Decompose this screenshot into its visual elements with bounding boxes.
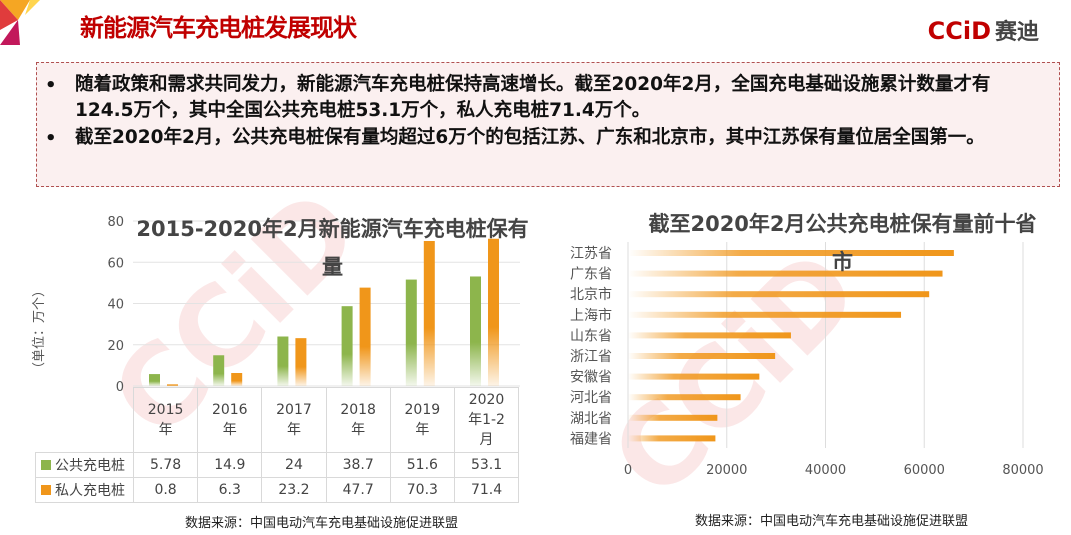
bullet-icon: • — [45, 75, 57, 96]
province-label: 浙江省 — [570, 349, 612, 365]
table-cell: 24 — [261, 452, 327, 478]
right-chart-title: 截至2020年2月公共充电桩保有量前十省市 — [648, 212, 1037, 274]
ccid-logo: CCiD 赛迪 — [928, 14, 1039, 46]
table-cell: 51.6 — [389, 452, 455, 478]
table-cell: 38.7 — [325, 452, 391, 478]
bar — [628, 414, 718, 421]
legend-label: 公共充电桩 — [55, 458, 125, 474]
bar — [628, 332, 791, 339]
province-label: 上海市 — [570, 307, 612, 324]
category-label: 2017年 — [261, 387, 327, 453]
bar — [628, 250, 954, 256]
bar-public — [341, 306, 353, 386]
table-cell: 6.3 — [197, 477, 263, 503]
bar — [628, 435, 716, 442]
decorative-polygon-graphic — [0, 0, 40, 45]
bar-public — [277, 336, 289, 386]
bar — [628, 394, 741, 401]
category-label: 2016年 — [197, 387, 263, 453]
legend-label: 私人充电桩 — [55, 483, 125, 499]
bar-private — [231, 373, 243, 386]
bar-public — [213, 355, 225, 386]
category-label: 2018年 — [325, 387, 391, 453]
bar-private — [295, 338, 307, 386]
province-label: 河北省 — [570, 390, 612, 406]
table-cell: 70.3 — [389, 477, 455, 503]
x-tick-label: 40000 — [805, 463, 846, 478]
data-table: 2015年 2016年 2017年 2018年 2019年 2020年1-2月公共充电桩 5… — [35, 387, 520, 503]
province-label: 山东省 — [570, 328, 612, 344]
x-tick-label: 80000 — [1002, 463, 1043, 478]
logo-text: CCiD — [927, 17, 991, 45]
bar-private — [359, 287, 371, 386]
table-row: 私人充电桩 0.8 6.3 23.2 47.7 70.3 71.4 — [35, 477, 520, 503]
y-tick-label: 60 — [107, 256, 124, 271]
province-label: 安徽省 — [570, 370, 612, 386]
province-label: 北京市 — [570, 286, 612, 303]
table-cell: 23.2 — [261, 477, 327, 503]
province-label: 湖北省 — [570, 411, 612, 427]
bar-public — [149, 374, 160, 386]
bullet-text-1: 随着政策和需求共同发力，新能源汽车充电桩保持高速增长。截至2020年2月，全国充… — [75, 74, 991, 121]
logo-cn: 赛迪 — [994, 20, 1039, 45]
left-chart-title: 2015-2020年2月新能源汽车充电桩保有量 — [136, 217, 529, 279]
table-cell: 47.7 — [325, 477, 391, 503]
left-source: 数据来源：中国电动汽车充电基础设施促进联盟 — [185, 516, 459, 531]
bar-public — [405, 279, 417, 386]
province-label: 江苏省 — [570, 246, 612, 262]
left-bar-chart: 0 20 40 60 80 — [107, 215, 520, 395]
bar-public — [470, 276, 481, 386]
right-source: 数据来源：中国电动汽车充电基础设施促进联盟 — [695, 514, 969, 529]
legend-swatch — [41, 460, 51, 470]
bar — [628, 373, 760, 380]
bullet-text-2: 截至2020年2月，公共充电桩保有量均超过6万个的包括江苏、广东和北京市，其中江… — [75, 127, 985, 148]
category-label: 2019年 — [389, 387, 455, 453]
category-label: 2015年 — [132, 387, 199, 453]
bar-private — [167, 384, 178, 386]
bar — [628, 353, 776, 359]
y-tick-label: 0 — [116, 380, 124, 395]
y-tick-label: 20 — [107, 339, 124, 354]
table-cell: 53.1 — [453, 452, 520, 478]
y-tick-label: 80 — [107, 215, 124, 230]
province-label: 福建省 — [570, 431, 612, 447]
bullet-icon: • — [45, 128, 57, 149]
table-cell: 5.78 — [132, 452, 199, 478]
y-tick-label: 40 — [107, 298, 124, 313]
bar — [628, 311, 902, 318]
table-row: 公共充电桩 5.78 14.9 24 38.7 51.6 53.1 — [35, 452, 520, 478]
table-cell: 0.8 — [132, 477, 199, 503]
table-corner — [36, 388, 134, 453]
category-label: 2020年1-2月 — [453, 387, 520, 453]
bar — [628, 291, 930, 298]
x-tick-label: 0 — [624, 463, 632, 478]
legend-private: 私人充电桩 — [35, 477, 134, 503]
y-axis-label: （单位：万个） — [32, 283, 47, 375]
bar-private — [423, 241, 435, 386]
summary-box: • 随着政策和需求共同发力，新能源汽车充电桩保持高速增长。截至2020年2月，全… — [36, 62, 1060, 187]
right-bar-chart: 0 20000 40000 60000 80000 江苏省广东省北京市上海市山东省浙江省安… — [570, 242, 1044, 478]
legend-public: 公共充电桩 — [35, 452, 134, 478]
table-cell: 71.4 — [453, 477, 520, 503]
province-label: 广东省 — [570, 267, 612, 283]
x-tick-label: 20000 — [706, 463, 747, 478]
bar — [628, 270, 943, 277]
x-tick-label: 60000 — [904, 463, 945, 478]
table-cell: 14.9 — [197, 452, 263, 478]
page-title: 新能源汽车充电桩发展现状 — [80, 14, 357, 42]
bar-private — [488, 238, 499, 386]
legend-swatch — [41, 485, 51, 495]
